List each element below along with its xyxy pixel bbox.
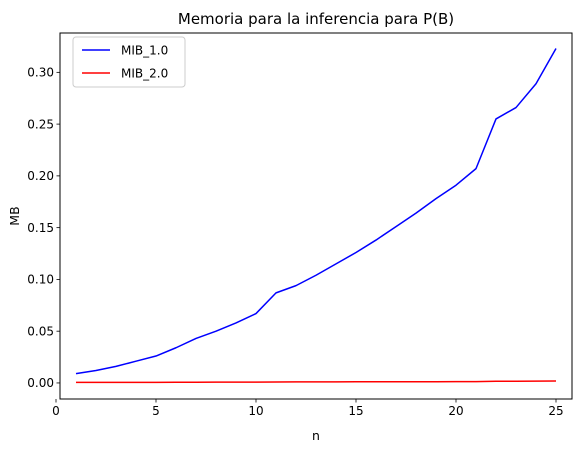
x-axis-label: n [312, 428, 320, 443]
y-tick-label-4: 0.20 [27, 169, 54, 183]
series-line-mib-2-0 [76, 380, 557, 384]
series-line-mib-1-0 [75, 48, 557, 375]
y-tick-label-2: 0.10 [27, 273, 54, 287]
chart-title: Memoria para la inferencia para P(B) [178, 10, 454, 28]
y-tick-label-1: 0.05 [27, 324, 54, 338]
x-tick-label-25: 25 [548, 404, 563, 418]
plot-area: 0 5 10 15 20 25 0.00 0.05 0.10 0.15 0.20 0.25 0.30 [27, 48, 564, 418]
plot-frame [59, 32, 573, 400]
x-tick-label-5: 5 [152, 404, 160, 418]
y-axis-label: MB [7, 206, 22, 225]
legend-label-mib-2-0: MIB_2.0 [121, 67, 168, 81]
x-tick-label-20: 20 [448, 404, 463, 418]
y-tick-label-3: 0.15 [27, 221, 54, 235]
legend: MIB_1.0 MIB_2.0 [72, 36, 186, 88]
legend-label-mib-1-0: MIB_1.0 [121, 44, 168, 58]
x-tick-label-15: 15 [348, 404, 363, 418]
y-tick-label-5: 0.25 [27, 117, 54, 131]
x-tick-label-10: 10 [248, 404, 263, 418]
y-tick-label-0: 0.00 [27, 376, 54, 390]
x-tick-label-0: 0 [52, 404, 60, 418]
y-tick-label-6: 0.30 [27, 66, 54, 80]
